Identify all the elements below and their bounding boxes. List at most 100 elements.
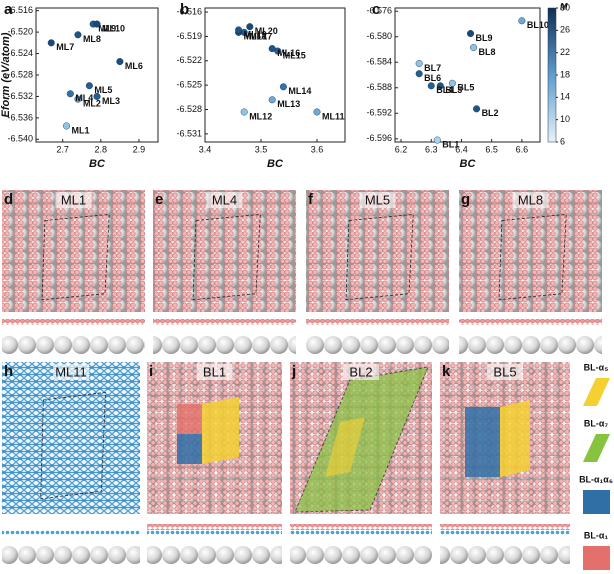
data-point (436, 82, 444, 90)
y-tick-label: -6.519 (176, 31, 202, 41)
data-point (415, 60, 423, 68)
x-tick-label: 6.2 (395, 144, 408, 154)
data-point (116, 58, 124, 66)
colorbar (547, 7, 557, 143)
y-tick-label: -6.576 (366, 6, 392, 16)
point-label: ML5 (94, 85, 112, 95)
name-bg (359, 192, 396, 208)
point-label: BL8 (479, 47, 496, 57)
point-label: BL2 (482, 108, 499, 118)
data-point (246, 23, 254, 31)
point-label: ML2 (83, 98, 101, 108)
side-substrate (440, 536, 570, 572)
x-tick-label: 2.8 (95, 144, 108, 154)
legend-swatch (583, 490, 610, 514)
domain (202, 397, 239, 464)
plot-frame (35, 7, 159, 143)
point-label: ML12 (249, 111, 272, 121)
structure-panel: d ML1 (2, 190, 145, 354)
colorbar-tick-label: 30 (560, 2, 570, 12)
y-tick-label: -6.520 (7, 26, 33, 36)
point-label: ML6 (125, 61, 143, 71)
point-label: BL3 (445, 85, 462, 95)
point-label: ML13 (277, 99, 300, 109)
point-label: ML14 (288, 86, 311, 96)
panel-letter: i (149, 363, 153, 380)
data-point (47, 39, 55, 47)
point-label: ML3 (102, 96, 120, 106)
colorbar-tick-label: 10 (560, 114, 570, 124)
legend-swatch (583, 378, 610, 406)
point-label: ML20 (255, 26, 278, 36)
structure-name: ML11 (55, 364, 87, 379)
panel-letter: g (461, 191, 470, 208)
x-tick-label: 2.9 (133, 144, 146, 154)
point-label: BL1 (442, 139, 459, 149)
name-bg (512, 192, 549, 208)
domain (325, 417, 365, 477)
x-tick-label: 3.4 (199, 144, 212, 154)
data-point (93, 20, 101, 28)
data-point (240, 108, 248, 116)
colorbar-tick-label: 26 (560, 25, 570, 35)
point-label: ML17 (249, 32, 272, 42)
colorbar-tick-label: 14 (560, 92, 570, 102)
point-label: ML15 (283, 50, 306, 60)
side-substrate (153, 326, 296, 354)
colorbar-tick-label: 22 (560, 47, 570, 57)
point-label: ML19 (244, 29, 267, 39)
data-point (63, 122, 71, 130)
colorbar-tick-label: 18 (560, 69, 570, 79)
data-point (448, 79, 456, 87)
side-substrate (459, 326, 602, 354)
point-label: ML16 (277, 48, 300, 58)
x-tick-label: 6.6 (516, 144, 529, 154)
y-tick-label: -6.524 (7, 48, 33, 58)
y-tick-label: -6.580 (366, 31, 392, 41)
point-label: BL5 (457, 83, 474, 93)
y-axis-label: Eform (eV/atom) (0, 32, 12, 117)
data-point (433, 136, 441, 144)
boron-top-view (459, 190, 602, 312)
side-substrate (2, 536, 140, 572)
side-layer (290, 530, 432, 535)
data-point (268, 96, 276, 104)
point-label: BL4 (436, 85, 453, 95)
data-point (66, 90, 74, 98)
x-tick-label: 6.5 (485, 144, 498, 154)
data-point (467, 30, 475, 38)
data-point (74, 31, 82, 39)
boron-top-view (153, 190, 296, 312)
side-substrate (2, 326, 145, 354)
domain (500, 400, 530, 477)
structure-name: ML8 (518, 192, 543, 207)
y-tick-label: -6.531 (176, 128, 202, 138)
x-axis-label: BC (89, 158, 106, 170)
unit-cell (40, 391, 106, 500)
panel-letter: d (4, 191, 13, 208)
structure-name: BL1 (203, 364, 226, 379)
data-point (85, 82, 93, 90)
data-point (93, 92, 101, 100)
structure-name: ML5 (365, 192, 390, 207)
y-tick-label: -6.516 (176, 6, 202, 16)
point-label: ML11 (322, 111, 345, 121)
data-point (427, 82, 435, 90)
panel-letter: c (372, 1, 380, 18)
legend-swatch (583, 546, 610, 570)
data-point (74, 95, 82, 103)
point-label: ML1 (72, 125, 90, 135)
structure-name: BL2 (349, 364, 372, 379)
y-tick-label: -6.588 (366, 82, 392, 92)
data-point (313, 108, 321, 116)
point-label: ML10 (102, 23, 125, 33)
structure-panel: g ML8 (459, 190, 602, 354)
domain (177, 434, 202, 464)
name-bg (206, 192, 243, 208)
boron-top-view (306, 190, 449, 312)
legend-swatch (583, 434, 610, 462)
point-label: ML9 (98, 23, 116, 33)
side-layer (290, 524, 432, 530)
data-point (268, 45, 276, 53)
